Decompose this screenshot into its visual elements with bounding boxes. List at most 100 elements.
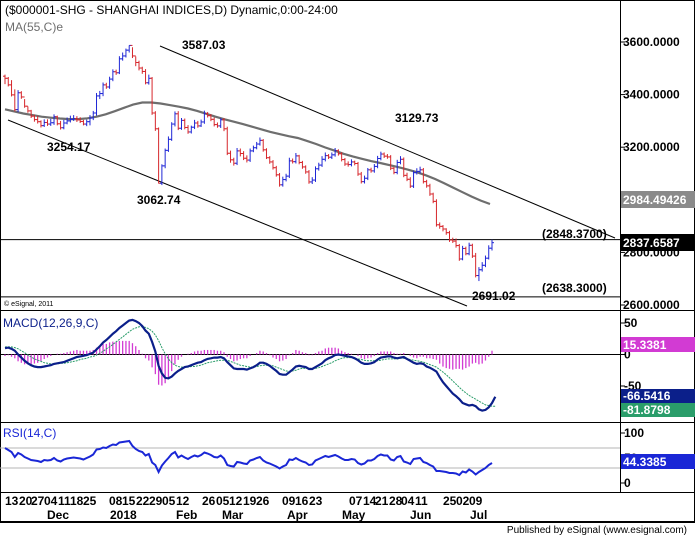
ohlc-bar (9, 80, 14, 97)
annotation-low-1: 3254.17 (47, 140, 91, 154)
ohlc-bar (290, 158, 295, 164)
ohlc-bar (372, 164, 377, 173)
ma-value-tag (621, 191, 695, 208)
macd-panel: 500-50 MACD(12,26,9,C) 15.3381 -66.5416 … (0, 316, 695, 417)
ohlc-bar (300, 160, 305, 169)
ohlc-bar (450, 237, 455, 243)
date-tick-label: 18 (70, 494, 84, 508)
date-tick-label: 25 (83, 494, 97, 508)
ohlc-bar (58, 120, 63, 130)
ohlc-bar (137, 60, 142, 71)
date-tick-label: 07 (349, 494, 363, 508)
ohlc-bar (166, 136, 171, 152)
date-tick-label: 05 (216, 494, 230, 508)
ohlc-bar (467, 242, 472, 256)
ohlc-bar (186, 125, 191, 134)
ohlc-bar (120, 52, 125, 61)
ohlc-bar (150, 76, 155, 115)
ohlc-bar (195, 120, 200, 128)
date-tick-label: 11 (415, 494, 428, 508)
month-label: Apr (287, 508, 308, 522)
ohlc-bar (169, 122, 174, 141)
rsi-line (4, 439, 493, 477)
ohlc-bar (486, 245, 491, 260)
ohlc-bar (110, 69, 115, 82)
ma-legend-label: MA(55,C)e (5, 20, 63, 34)
annotation-high: 3587.03 (182, 38, 226, 52)
ohlc-bar (104, 82, 109, 89)
ma-line (4, 101, 491, 206)
ohlc-bar (440, 225, 445, 232)
rsi-panel: 100500 RSI(14,C) 44.3385 (0, 426, 695, 490)
date-tick-label: 25 (443, 494, 457, 508)
ohlc-bar (231, 157, 236, 166)
channel-lower-line (7, 119, 468, 307)
ohlc-bar (320, 156, 325, 167)
date-tick-label: 12 (229, 494, 243, 508)
ohlc-bar (490, 239, 494, 251)
ohlc-bar (473, 252, 478, 278)
macd-title: MACD(12,26,9,C) (3, 316, 98, 330)
level-label: (2848.3700) (542, 227, 607, 241)
ohlc-bar (476, 267, 481, 282)
ohlc-bar (257, 137, 262, 146)
ohlc-bar (434, 199, 439, 227)
ohlc-bar (176, 111, 181, 131)
ohlc-bar (192, 119, 197, 130)
rsi-tick-label: 100 (624, 426, 644, 440)
ohlc-bar (349, 159, 354, 167)
ohlc-bar (437, 222, 442, 229)
rsi-title: RSI(14,C) (3, 426, 56, 440)
projection-label: (2638.3000) (542, 281, 607, 295)
ohlc-bar (133, 55, 138, 67)
ohlc-bar (391, 166, 396, 175)
histogram-value-tag (621, 337, 695, 352)
date-tick-label: 20 (19, 494, 33, 508)
histogram-value-text: 15.3381 (623, 338, 667, 352)
rsi-value-tag (621, 454, 695, 469)
rsi-tick-label: 0 (624, 476, 631, 490)
ohlc-bar (369, 167, 374, 173)
date-tick-label: 04 (401, 494, 415, 508)
ohlc-bar (382, 152, 387, 158)
ohlc-bar (84, 119, 89, 127)
ohlc-bar (16, 90, 21, 113)
signal-value-text: -81.8798 (623, 403, 671, 417)
ohlc-bar (225, 126, 230, 156)
ohlc-bar (424, 179, 429, 188)
date-tick-label: 09 (282, 494, 296, 508)
ohlc-bar (323, 152, 328, 162)
date-tick-label: 08 (109, 494, 123, 508)
ohlc-bar (329, 152, 334, 160)
month-label: Feb (176, 508, 197, 522)
rsi-value-text: 44.3385 (623, 455, 667, 469)
ohlc-bar (444, 228, 449, 235)
price-tick-label: 2600.0000 (623, 298, 680, 312)
ohlc-bar (238, 148, 243, 157)
month-label: Jun (410, 508, 431, 522)
month-label: May (342, 508, 366, 522)
price-panel: 3600.00003400.00003200.00002800.00002600… (0, 3, 695, 312)
ohlc-bar (153, 111, 158, 131)
annotation-low-2: 3062.74 (137, 193, 181, 207)
ohlc-bar (228, 150, 233, 163)
ohlc-bar (42, 119, 47, 127)
ohlc-bar (251, 145, 256, 153)
ohlc-bar (303, 165, 308, 174)
date-tick-label: 22 (136, 494, 150, 508)
ohlc-bar (244, 155, 249, 163)
macd-tick-label: 0 (624, 348, 631, 362)
month-label: Jul (470, 508, 487, 522)
signal-line (5, 326, 496, 407)
ohlc-bar (146, 74, 151, 85)
date-tick-label: 11 (58, 494, 71, 508)
date-tick-label: 04 (44, 494, 58, 508)
price-tick-label: 3600.0000 (623, 35, 680, 49)
month-label: Dec (47, 508, 69, 522)
ohlc-bar (362, 175, 367, 184)
month-label: 2018 (110, 508, 137, 522)
ohlc-bar (280, 176, 285, 187)
date-tick-label: 28 (389, 494, 403, 508)
ohlc-bar (107, 76, 112, 89)
